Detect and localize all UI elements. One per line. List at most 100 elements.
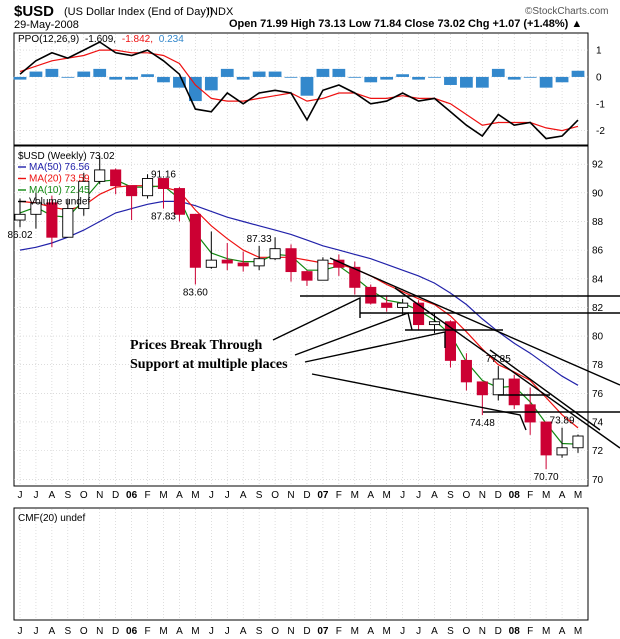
trend-line-1 [329, 257, 620, 386]
ppo-histogram-bar [348, 76, 362, 78]
price-value-label: 74.48 [470, 418, 495, 429]
chart-exchange: INDX [207, 6, 234, 18]
x-axis-label: D [495, 626, 502, 637]
candle-body [428, 321, 441, 326]
x-axis-label: M [351, 490, 359, 501]
price-panel-frame [13, 145, 589, 487]
ppo-histogram-bar [252, 71, 266, 77]
x-axis-label: M [542, 626, 550, 637]
ppo-title-value: -1.609, [85, 34, 116, 45]
chart-date: 29-May-2008 [14, 19, 79, 31]
arrow-1 [272, 296, 361, 341]
arrow-4 [311, 373, 527, 431]
candle-body [540, 421, 552, 456]
x-axis-label: A [176, 626, 183, 637]
x-axis-label: 06 [126, 626, 138, 637]
candle-body [317, 259, 329, 281]
x-axis-label: N [479, 626, 486, 637]
ppo-histogram-bar [204, 76, 218, 91]
candle-body [492, 378, 504, 396]
x-axis-label: N [96, 490, 103, 501]
ppo-histogram-bar [141, 74, 154, 77]
candle-body [141, 178, 154, 197]
candle-body [189, 213, 201, 268]
price-tick-label: 76 [592, 389, 604, 400]
x-axis-label: D [112, 626, 119, 637]
x-axis-label: O [271, 626, 279, 637]
price-tick-label: 92 [592, 160, 604, 171]
x-axis-label: S [64, 626, 71, 637]
trend-line-2 [394, 287, 620, 449]
x-axis-label: D [112, 490, 119, 501]
ppo-histogram-bar [284, 76, 298, 78]
ppo-histogram-bar [507, 76, 521, 80]
candle-body [14, 213, 26, 221]
legend-entry: Volume undef [29, 197, 90, 208]
ppo-histogram-bar [236, 76, 250, 80]
x-axis-label: N [287, 490, 294, 501]
x-axis-label: J [416, 626, 421, 637]
legend-entry: MA(10) 72.45 [29, 185, 90, 196]
ppo-title-name: PPO(12,26,9) [18, 34, 79, 45]
ppo-histogram-bar [300, 76, 314, 96]
candle-body [524, 404, 536, 423]
x-axis-label: F [527, 490, 533, 501]
ppo-histogram-bar [157, 76, 170, 83]
candle-body [381, 302, 393, 308]
x-axis-label: N [479, 490, 486, 501]
price-tick-label: 72 [592, 446, 604, 457]
candle-body [126, 185, 138, 197]
x-axis-label: J [33, 490, 38, 501]
x-axis-label: F [144, 626, 150, 637]
price-tick-label: 74 [592, 417, 604, 428]
chart-symbol: $USD [14, 3, 55, 20]
price-value-label: 83.60 [183, 287, 208, 298]
x-axis-label: M [542, 490, 550, 501]
support-lines [300, 257, 620, 449]
x-axis-label: 06 [126, 490, 138, 501]
candle-body [397, 302, 409, 308]
ppo-histogram-bar [491, 68, 505, 77]
ppo-histogram-bar [475, 76, 489, 88]
ppo-histogram-bar [380, 76, 394, 80]
x-axis-label: F [144, 490, 150, 501]
x-axis-label: F [336, 490, 342, 501]
cmf-panel-frame [13, 507, 589, 621]
x-axis-label: 07 [317, 626, 329, 637]
chart-instrument-name: (US Dollar Index (End of Day)) [64, 6, 214, 18]
quote-summary: Open 71.99 High 73.13 Low 71.84 Close 73… [229, 18, 583, 30]
legend-entry: MA(50) 76.56 [29, 162, 90, 173]
x-axis-label: N [96, 626, 103, 637]
ppo-title-signal: -1.842, [122, 34, 153, 45]
price-value-label: 70.70 [534, 472, 559, 483]
ppo-line [19, 41, 579, 140]
candle-body [365, 286, 377, 304]
x-axis-label: M [191, 626, 199, 637]
candle-body [572, 435, 584, 449]
x-axis-label: M [383, 490, 391, 501]
ppo-tick-label: -2 [596, 126, 605, 137]
candle-body [173, 188, 185, 215]
x-axis-label: J [416, 490, 421, 501]
candle-body [460, 359, 472, 383]
x-axis-label: M [159, 490, 167, 501]
price-tick-label: 80 [592, 332, 604, 343]
legend-entry: MA(20) 73.59 [29, 174, 90, 185]
arrow-3 [304, 331, 446, 363]
candle-body [476, 381, 488, 396]
candle-body [349, 266, 361, 288]
x-axis-label: S [447, 490, 454, 501]
candle-body [556, 447, 568, 456]
x-axis-label: J [18, 490, 23, 501]
x-axis-label: A [559, 490, 566, 501]
x-axis-label: N [287, 626, 294, 637]
candle-body [205, 259, 217, 268]
candle-body [157, 178, 170, 189]
candle-body [285, 248, 297, 273]
ppo-histogram-bar [61, 76, 75, 78]
x-axis-label: A [176, 490, 183, 501]
candle-body [253, 258, 265, 267]
ppo-histogram-bar [332, 68, 346, 77]
candle-body [94, 169, 106, 182]
